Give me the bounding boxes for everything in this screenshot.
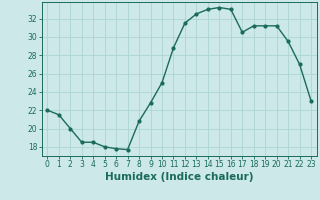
X-axis label: Humidex (Indice chaleur): Humidex (Indice chaleur) xyxy=(105,172,253,182)
